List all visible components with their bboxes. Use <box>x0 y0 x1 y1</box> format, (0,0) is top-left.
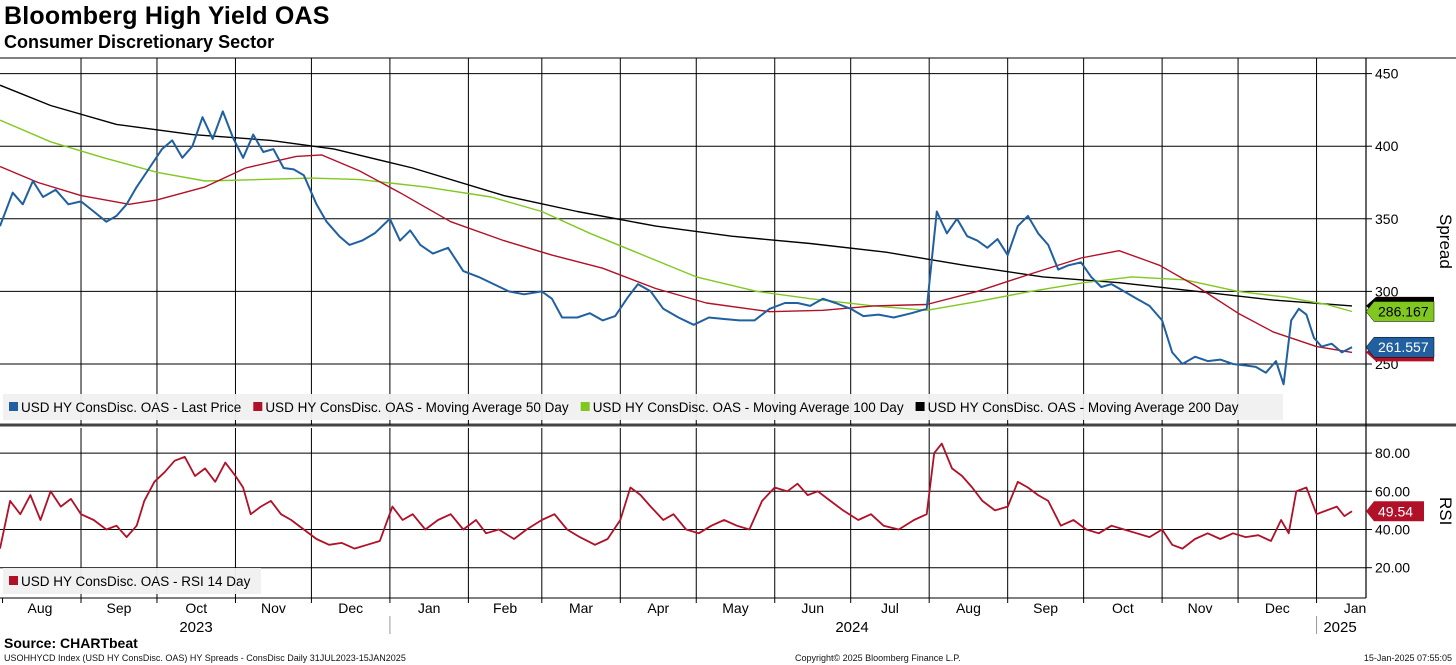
last-value-tag <box>1365 336 1435 358</box>
legend-swatch <box>9 576 18 585</box>
y-tick-label-bottom: 40.00 <box>1375 522 1410 538</box>
series-layer <box>0 84 1353 550</box>
chart-title: Bloomberg High Yield OAS <box>4 2 330 30</box>
last-value-text-rsi: 49.54 <box>1378 503 1413 519</box>
y-tick-label-top: 300 <box>1375 283 1399 299</box>
x-month-label: Oct <box>1112 600 1134 616</box>
last-value-text: 261.557 <box>1378 339 1429 355</box>
chart-subtitle: Consumer Discretionary Sector <box>4 32 275 52</box>
x-month-label: Dec <box>1265 600 1290 616</box>
series-line-ma200 <box>0 84 1353 307</box>
x-month-label: Nov <box>261 600 286 616</box>
y-tick-label-top: 350 <box>1375 211 1399 227</box>
x-month-label: Feb <box>493 600 517 616</box>
x-month-label: Aug <box>956 600 981 616</box>
legend-label: USD HY ConsDisc. OAS - Moving Average 20… <box>928 400 1239 415</box>
grid-layer <box>0 57 1456 599</box>
legend-top-bg <box>3 394 1283 420</box>
y-tick-label-top: 400 <box>1375 138 1399 154</box>
legend-label: USD HY ConsDisc. OAS - Moving Average 10… <box>593 400 904 415</box>
y-tick-label-bottom: 60.00 <box>1375 483 1410 499</box>
last-value-tag <box>1365 301 1435 322</box>
y-tick-label-bottom: 80.00 <box>1375 445 1410 461</box>
x-month-label: Jan <box>1344 600 1367 616</box>
x-year-label: 2025 <box>1323 619 1356 636</box>
y-tick-label-top: 450 <box>1375 66 1399 82</box>
x-month-label: Sep <box>107 600 132 616</box>
legend-layer: USD HY ConsDisc. OAS - Last Price USD HY … <box>3 394 1283 594</box>
footer-timestamp: 15-Jan-2025 07:55:05 <box>1363 653 1452 663</box>
y-tick-label-bottom: 20.00 <box>1375 560 1410 576</box>
x-month-label: Jan <box>418 600 441 616</box>
x-month-label: Dec <box>338 600 363 616</box>
footer-copyright: Copyright© 2025 Bloomberg Finance L.P. <box>795 653 961 663</box>
axis-layer: 25030035040045020.0040.0060.0080.00Sprea… <box>2 66 1455 636</box>
x-month-label: Oct <box>185 600 207 616</box>
x-month-label: Nov <box>1188 600 1213 616</box>
y-axis-title-spread: Spread <box>1436 214 1455 269</box>
x-month-label: Jun <box>801 600 824 616</box>
legend-swatch <box>9 402 18 411</box>
series-line-last-price <box>0 110 1353 386</box>
footer-index-info: USOHHYCD Index (USD HY ConsDisc. OAS) HY… <box>4 653 406 663</box>
legend-bottom-bg <box>3 568 261 594</box>
legend-swatch <box>253 402 263 411</box>
last-value-text: 286.167 <box>1378 303 1429 319</box>
legend-swatch <box>580 402 590 411</box>
x-month-label: Sep <box>1033 600 1058 616</box>
y-axis-title-rsi: RSI <box>1436 497 1455 525</box>
legend-label: USD HY ConsDisc. OAS - Last Price <box>21 400 241 415</box>
x-year-label: 2024 <box>835 619 868 636</box>
label-layer: 261.557 286.167 49.54 <box>1365 296 1435 522</box>
source-note: Source: CHARTbeat <box>4 635 138 651</box>
last-value-tag-rsi <box>1366 501 1424 522</box>
x-month-label: Mar <box>569 600 593 616</box>
legend-swatch <box>915 402 925 411</box>
series-line-ma50 <box>0 154 1353 354</box>
x-month-label: Jul <box>881 600 899 616</box>
series-line-rsi <box>0 442 1353 550</box>
series-line-ma100 <box>0 119 1353 313</box>
x-month-label: Apr <box>647 600 669 616</box>
x-month-label: May <box>722 600 748 616</box>
legend-label: USD HY ConsDisc. OAS - RSI 14 Day <box>21 574 251 589</box>
x-year-label: 2023 <box>179 619 212 636</box>
legend-label: USD HY ConsDisc. OAS - Moving Average 50… <box>265 400 569 415</box>
x-month-label: Aug <box>28 600 53 616</box>
